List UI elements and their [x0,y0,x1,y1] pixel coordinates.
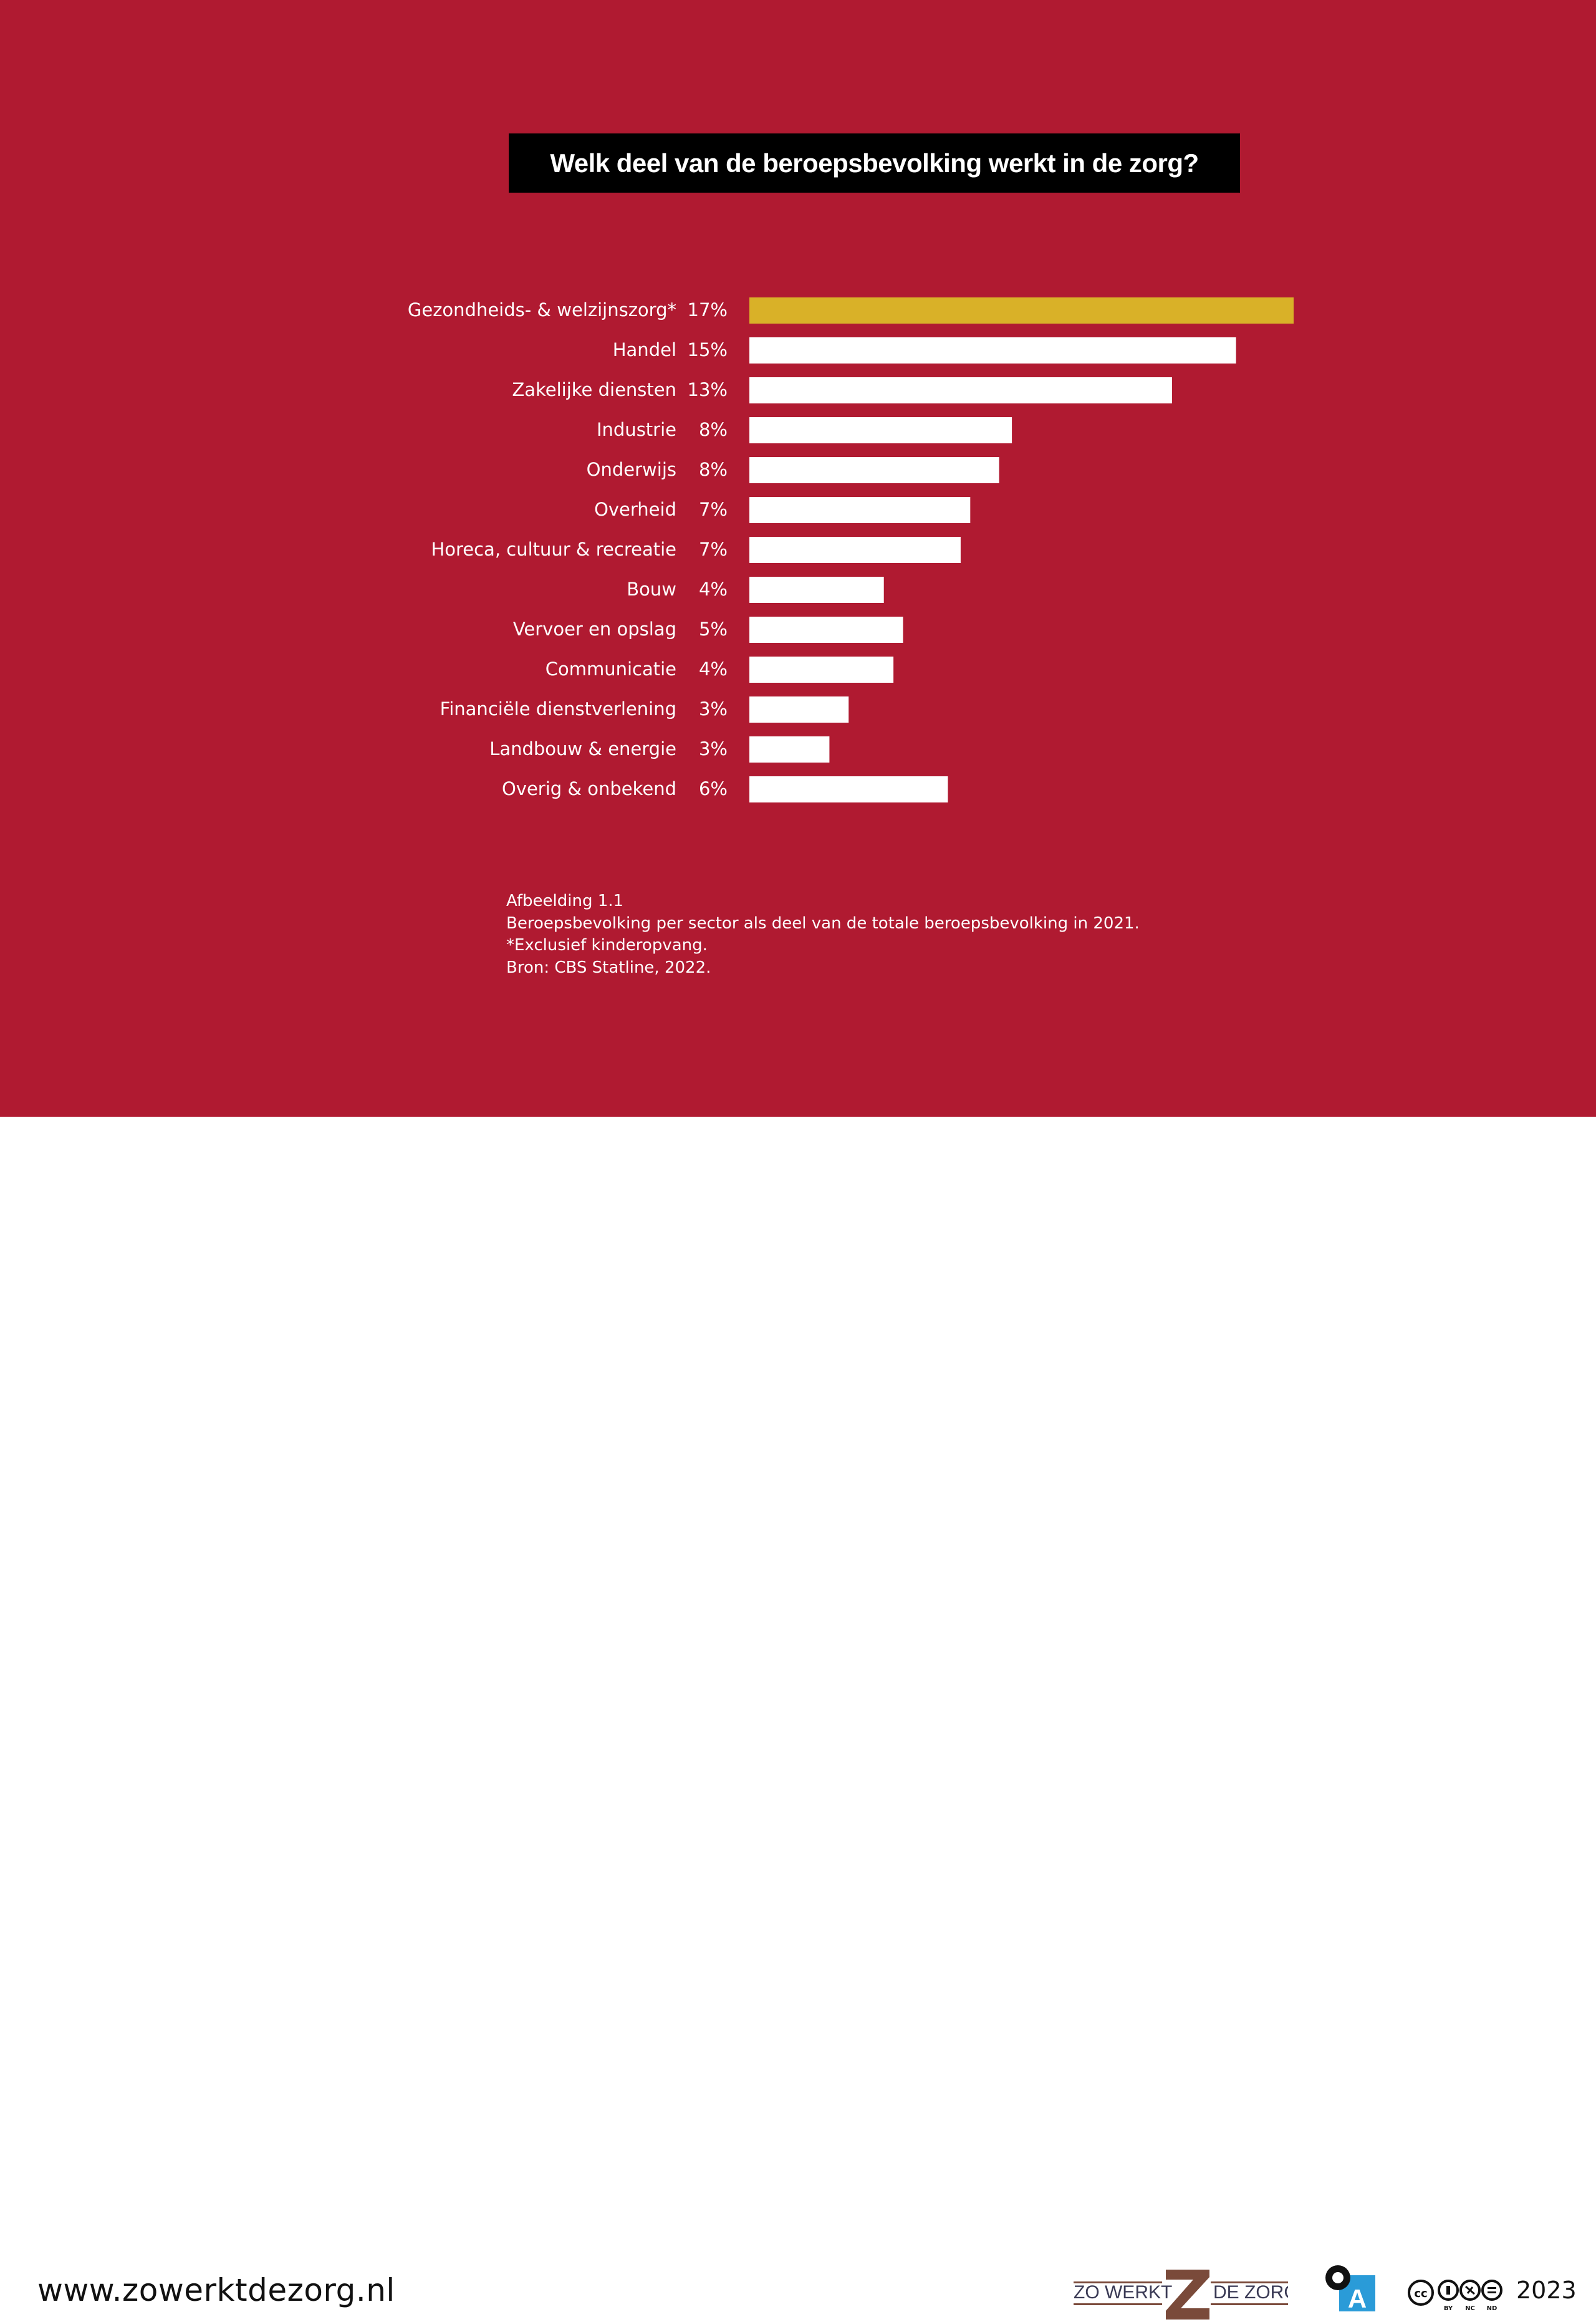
copyright-year: 2023 [1516,2276,1577,2304]
category-label: Overig & onbekend [502,778,676,799]
category-label: Vervoer en opslag [513,619,676,640]
category-label: Overheid [594,499,676,520]
bar [749,337,1236,364]
bar [749,537,961,563]
caption-source: Bron: CBS Statline, 2022. [506,958,711,977]
value-label: 7% [699,539,728,560]
open-access-icon: A [1325,2265,1375,2313]
cc-text: cc [1414,2287,1427,2300]
value-label: 8% [699,459,728,480]
bar [749,776,948,802]
category-label: Gezondheids- & welzijnszorg* [408,299,676,320]
bar [749,617,903,643]
cc-nd-label: ND [1487,2305,1497,2312]
value-label: 7% [699,499,728,520]
creative-commons-icon: cc BY NC ND [1408,2280,1502,2312]
zo-werkt-de-zorg-logo: ZO WERKT DE ZORG [1074,2270,1288,2320]
bar [749,696,849,723]
chart-title: Welk deel van de beroepsbevolking werkt … [509,133,1240,193]
category-label: Onderwijs [587,459,676,480]
value-label: 8% [699,419,728,440]
website-link[interactable]: www.zowerktdezorg.nl [37,2272,395,2308]
caption-footnote: *Exclusief kinderopvang. [506,936,708,955]
chart-background: Welk deel van de beroepsbevolking werkt … [0,0,1596,1117]
logo-text-left: ZO WERKT [1074,2282,1172,2303]
caption-figure-number: Afbeelding 1.1 [506,892,624,910]
bar [749,417,1012,443]
value-label: 6% [699,778,728,799]
category-label: Bouw [627,579,676,600]
value-label: 13% [688,379,728,400]
logo-text-right: DE ZORG [1213,2282,1288,2303]
caption-description: Beroepsbevolking per sector als deel van… [506,913,1140,933]
bar [749,657,894,683]
bar [749,577,884,603]
value-label: 3% [699,698,728,720]
figure-caption: Afbeelding 1.1 Beroepsbevolking per sect… [506,890,1140,979]
cc-nc-label: NC [1465,2305,1475,2312]
category-label: Handel [613,339,676,360]
value-label: 3% [699,738,728,759]
bar [749,497,971,523]
bar [749,297,1294,324]
value-label: 17% [688,299,728,320]
value-label: 4% [699,658,728,680]
category-label: Horeca, cultuur & recreatie [431,539,676,560]
bar [749,736,830,763]
category-label: Zakelijke diensten [512,379,676,400]
value-label: 15% [688,339,728,360]
value-label: 4% [699,579,728,600]
bar [749,457,999,483]
bar [749,377,1172,403]
value-label: 5% [699,619,728,640]
footer: www.zowerktdezorg.nl ZO WERKT DE ZORG A … [0,1117,1596,2320]
category-label: Landbouw & energie [489,738,676,759]
category-label: Communicatie [546,658,676,680]
category-label: Financiële dienstverlening [440,698,676,720]
open-access-letter: A [1348,2284,1367,2313]
category-label: Industrie [597,419,676,440]
cc-by-label: BY [1444,2305,1453,2312]
bar-chart: Gezondheids- & welzijnszorg* 17% Handel 15%… [408,297,1294,802]
